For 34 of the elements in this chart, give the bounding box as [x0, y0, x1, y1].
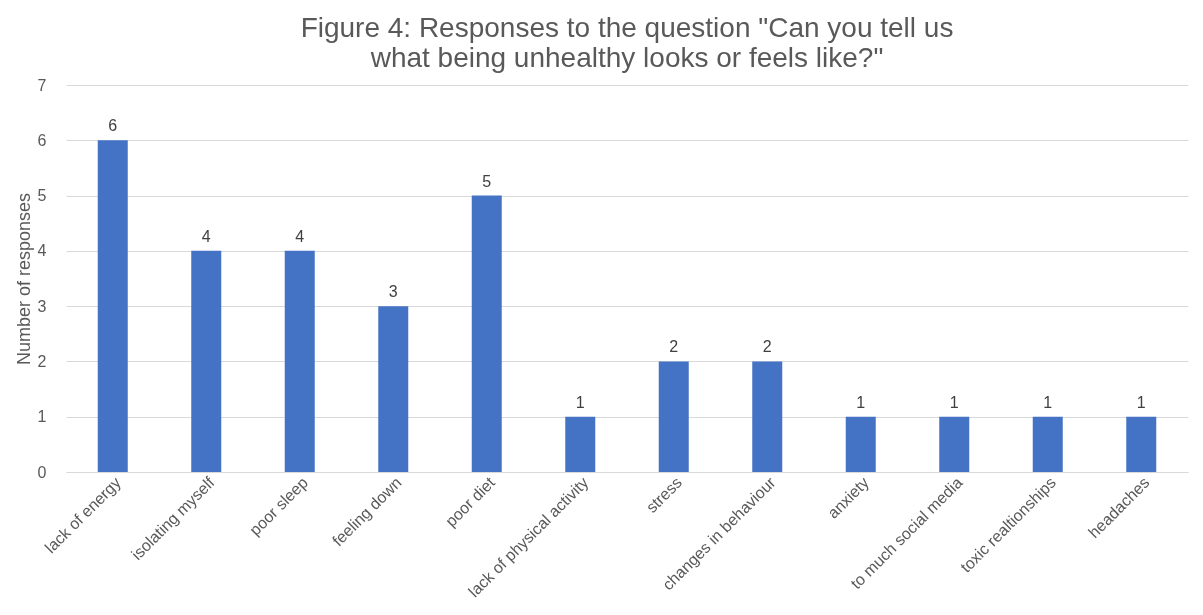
- bar: [1126, 416, 1157, 472]
- bar: [378, 306, 409, 472]
- bar: [845, 416, 876, 472]
- data-label: 1: [575, 393, 585, 411]
- data-label: 1: [856, 393, 866, 411]
- bar: [191, 250, 222, 472]
- data-label: 2: [669, 338, 679, 356]
- y-tick-label: 1: [37, 408, 47, 426]
- y-tick-label: 5: [37, 187, 47, 205]
- chart-title: Figure 4: Responses to the question "Can you tell us what being unhealthy looks or feels like?": [300, 12, 954, 73]
- data-label: 4: [295, 227, 305, 245]
- bar: [658, 361, 689, 472]
- y-axis-title: Number of responses: [13, 192, 34, 366]
- bar: [565, 416, 596, 472]
- y-tick-label: 2: [37, 352, 47, 370]
- bar: [284, 250, 315, 472]
- y-tick-label: 4: [37, 242, 47, 260]
- data-label: 4: [201, 227, 211, 245]
- data-label: 5: [482, 172, 492, 190]
- y-tick-label: 6: [37, 131, 47, 149]
- data-label: 6: [108, 117, 118, 135]
- y-tick-label: 3: [37, 297, 47, 315]
- bar: [939, 416, 970, 472]
- data-label: 1: [1136, 393, 1146, 411]
- data-label: 2: [762, 338, 772, 356]
- data-label: 1: [949, 393, 959, 411]
- bar: [97, 140, 128, 472]
- data-label: 1: [1043, 393, 1053, 411]
- bar: [1032, 416, 1063, 472]
- bar: [752, 361, 783, 472]
- data-label: 3: [388, 283, 398, 301]
- bar: [471, 195, 502, 472]
- y-tick-label: 0: [37, 463, 47, 481]
- y-tick-label: 7: [37, 76, 47, 94]
